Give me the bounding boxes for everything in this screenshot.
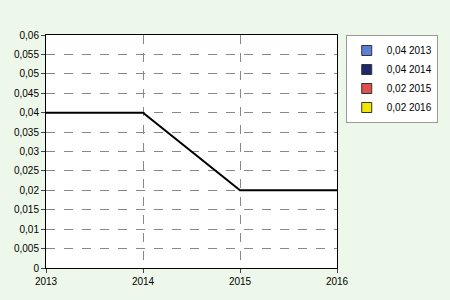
svg-text:2016: 2016 — [326, 276, 349, 287]
svg-text:0,025: 0,025 — [14, 165, 39, 176]
svg-text:0,045: 0,045 — [14, 88, 39, 99]
svg-text:0,035: 0,035 — [14, 127, 39, 138]
svg-text:0,04: 0,04 — [20, 107, 40, 118]
svg-text:2015: 2015 — [229, 276, 252, 287]
svg-text:0,02 2016: 0,02 2016 — [387, 102, 432, 113]
svg-text:2014: 2014 — [132, 276, 155, 287]
svg-text:0,02: 0,02 — [20, 185, 40, 196]
svg-text:0,005: 0,005 — [14, 243, 39, 254]
svg-text:0,06: 0,06 — [20, 30, 40, 41]
svg-text:0,02 2015: 0,02 2015 — [387, 83, 432, 94]
svg-text:0,05: 0,05 — [20, 68, 40, 79]
svg-text:0,01: 0,01 — [20, 224, 40, 235]
svg-text:0,03: 0,03 — [20, 146, 40, 157]
svg-text:0: 0 — [33, 263, 39, 274]
svg-text:2013: 2013 — [35, 276, 58, 287]
svg-text:0,015: 0,015 — [14, 204, 39, 215]
svg-text:0,04 2014: 0,04 2014 — [387, 64, 432, 75]
svg-text:0,055: 0,055 — [14, 49, 39, 60]
svg-text:0,04 2013: 0,04 2013 — [387, 45, 432, 56]
